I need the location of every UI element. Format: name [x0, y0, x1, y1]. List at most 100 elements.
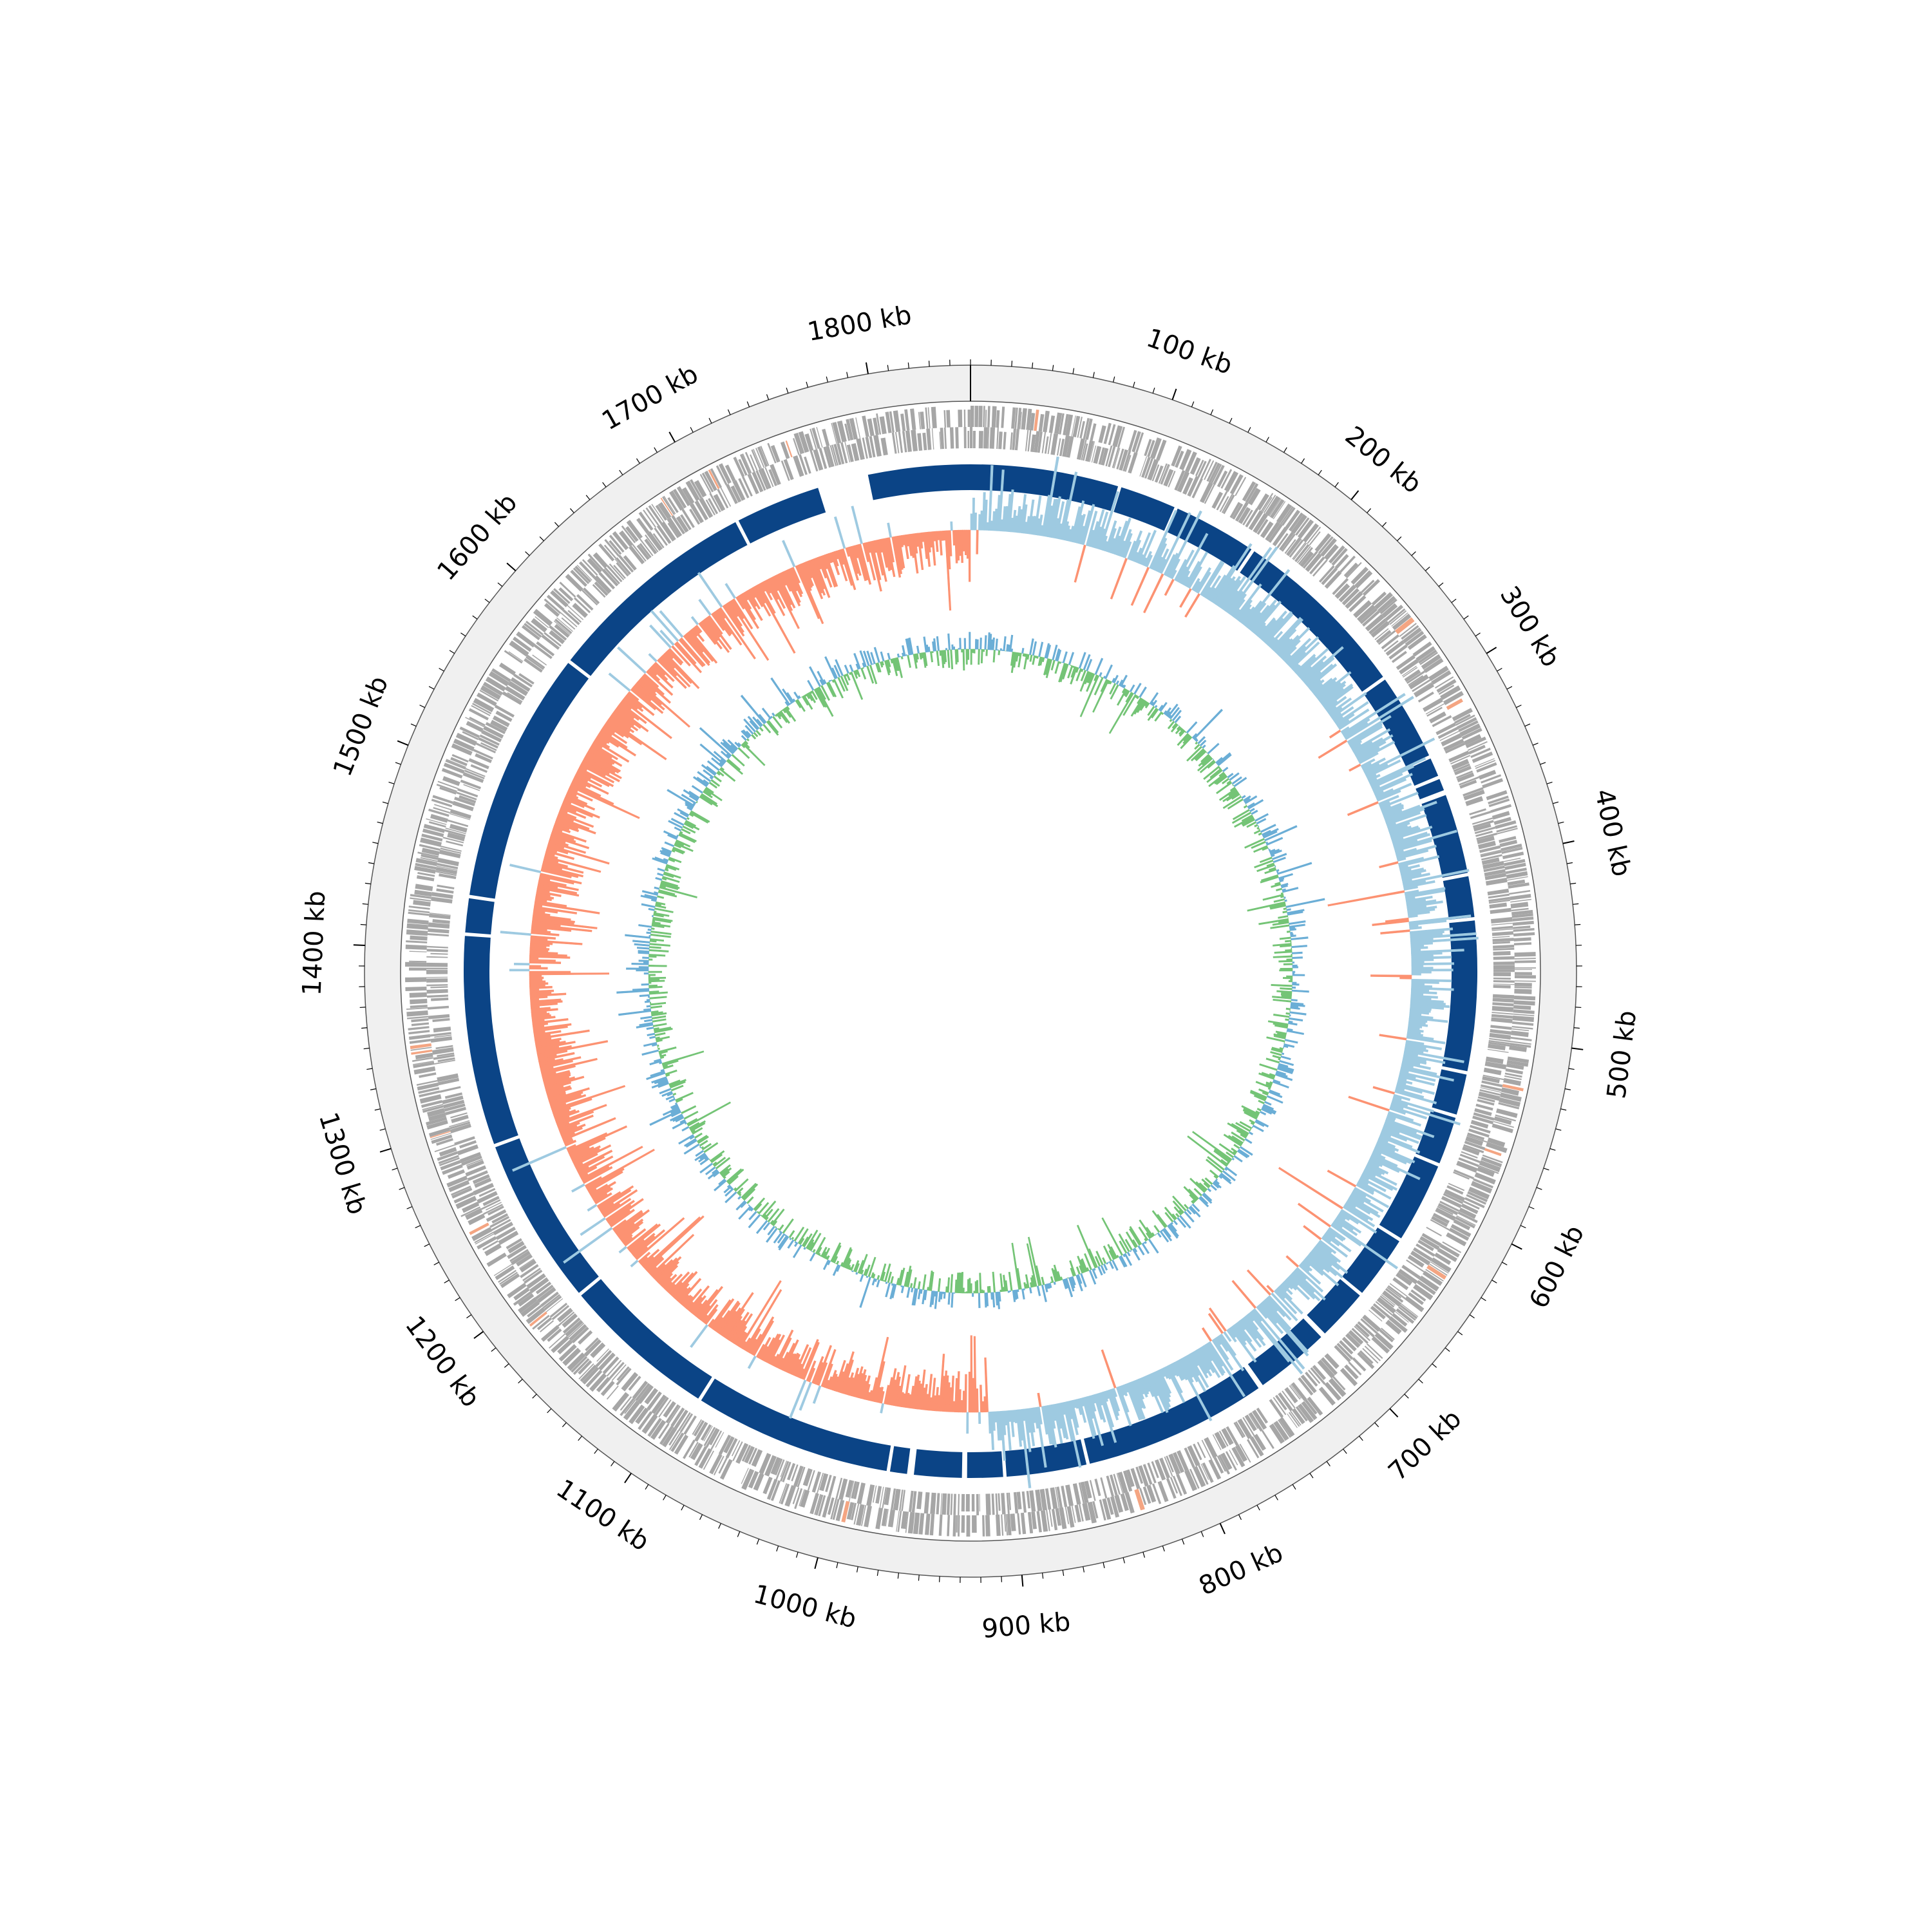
reverse-cds-feature — [468, 758, 489, 770]
forward-cds-feature — [668, 490, 684, 511]
gc-content-bar — [1086, 672, 1092, 683]
reverse-cds-feature — [604, 567, 620, 585]
gc-skew-bar — [887, 537, 895, 563]
reverse-cds-feature — [1473, 820, 1494, 828]
gc-content-bar — [1285, 940, 1292, 943]
forward-cds-feature — [1481, 1157, 1502, 1168]
forward-cds-feature — [1513, 1009, 1535, 1014]
gc-skew-bar — [640, 676, 672, 704]
reverse-cds-feature — [426, 970, 448, 974]
forward-cds-feature — [1398, 1306, 1416, 1321]
reverse-cds-feature — [1218, 1430, 1229, 1447]
gc-skew-bar — [1123, 541, 1132, 559]
gc-skew-bar — [1191, 578, 1200, 591]
reverse-cds-feature — [519, 1259, 536, 1273]
gc-content-bar — [632, 940, 650, 943]
gc-content-bar — [1084, 1253, 1092, 1271]
reverse-cds-feature — [891, 1488, 896, 1510]
gc-content-bar — [683, 1110, 699, 1120]
gc-skew-bar — [1364, 1168, 1397, 1186]
gc-content-bar — [638, 960, 649, 962]
forward-cds-feature — [1481, 774, 1502, 784]
gc-content-bar — [696, 800, 698, 804]
gc-content-bar — [1191, 1200, 1195, 1204]
reverse-cds-feature — [1221, 1428, 1234, 1446]
gc-content-bar — [1080, 1273, 1087, 1287]
reverse-cds-feature — [1021, 1491, 1027, 1513]
gc-skew-bar — [1273, 1289, 1298, 1314]
reverse-cds-feature — [856, 438, 865, 460]
minor-tick — [1475, 632, 1481, 637]
gc-content-bar — [958, 648, 960, 650]
forward-cds-feature — [410, 1005, 428, 1009]
reverse-cds-feature — [1414, 683, 1435, 698]
forward-cds-feature — [1392, 613, 1412, 630]
forward-cds-feature — [1051, 1508, 1058, 1531]
reverse-cds-feature — [715, 1432, 724, 1448]
reverse-cds-feature — [618, 554, 634, 573]
forward-cds-feature — [1359, 1350, 1374, 1364]
gc-skew-bar — [616, 1209, 650, 1236]
gc-content-bar — [1159, 701, 1168, 712]
gc-skew-bar — [1323, 685, 1354, 709]
gc-skew-bar — [655, 1256, 682, 1282]
reverse-cds-feature — [1265, 521, 1280, 542]
gc-skew-bar — [862, 1375, 871, 1400]
reverse-cds-feature — [1312, 559, 1328, 577]
gc-content-bar — [1233, 815, 1254, 828]
gc-skew-bar — [972, 497, 975, 531]
gc-skew-bar — [560, 1123, 586, 1136]
gc-content-bar — [833, 665, 841, 677]
reverse-cds-feature — [1201, 1439, 1212, 1460]
reverse-cds-feature — [426, 994, 448, 998]
reverse-cds-feature — [557, 1311, 575, 1327]
forward-cds-feature — [1106, 1497, 1114, 1515]
reverse-cds-feature — [1353, 600, 1372, 618]
gc-content-bar — [638, 923, 652, 928]
gc-skew-bar — [1159, 512, 1191, 574]
forward-cds-feature — [1510, 1036, 1532, 1041]
forward-cds-feature — [540, 1320, 554, 1332]
reverse-cds-feature — [717, 488, 729, 509]
reverse-cds-feature — [1488, 1041, 1510, 1047]
reverse-cds-feature — [1489, 1032, 1511, 1040]
gc-skew-bar — [540, 873, 582, 885]
reverse-cds-feature — [1491, 1014, 1513, 1019]
reverse-cds-feature — [680, 514, 692, 531]
minor-tick — [1543, 1168, 1549, 1171]
forward-cds-feature — [1514, 972, 1532, 976]
gc-content-bar — [793, 691, 800, 700]
forward-cds-feature — [1108, 424, 1116, 446]
reverse-cds-feature — [1320, 1357, 1338, 1376]
gc-skew-bar — [944, 530, 952, 611]
gc-content-bar — [1128, 1228, 1141, 1246]
reverse-cds-feature — [1437, 726, 1459, 739]
forward-cds-feature — [913, 1512, 920, 1535]
contig-block — [1442, 920, 1477, 1072]
forward-cds-feature — [417, 872, 435, 877]
forward-cds-feature — [703, 1450, 714, 1470]
reverse-cds-feature — [459, 1140, 477, 1149]
forward-cds-feature — [1511, 1028, 1530, 1032]
minor-tick — [497, 582, 503, 587]
forward-cds-feature — [415, 858, 438, 866]
forward-cds-feature — [967, 409, 971, 428]
forward-cds-feature — [1478, 770, 1497, 780]
forward-cds-feature — [585, 1370, 603, 1388]
reverse-cds-feature — [433, 1027, 451, 1033]
forward-cds-feature — [1503, 1077, 1522, 1086]
gc-content-bar — [667, 789, 695, 807]
gc-skew-bar — [1367, 773, 1381, 782]
gc-skew-bar — [1375, 1144, 1416, 1164]
contig-block — [1416, 1110, 1456, 1164]
gc-content-bar — [1086, 659, 1093, 672]
gc-skew-bar — [529, 989, 554, 994]
gc-content-bar — [654, 907, 674, 913]
gc-content-bar — [1197, 735, 1206, 744]
forward-cds-feature — [469, 716, 486, 726]
gc-skew-bar — [1021, 504, 1028, 534]
reverse-cds-feature — [1345, 1332, 1361, 1349]
reverse-cds-feature — [562, 1313, 578, 1328]
forward-cds-feature — [621, 525, 636, 544]
gc-content-bar — [1267, 1020, 1289, 1026]
